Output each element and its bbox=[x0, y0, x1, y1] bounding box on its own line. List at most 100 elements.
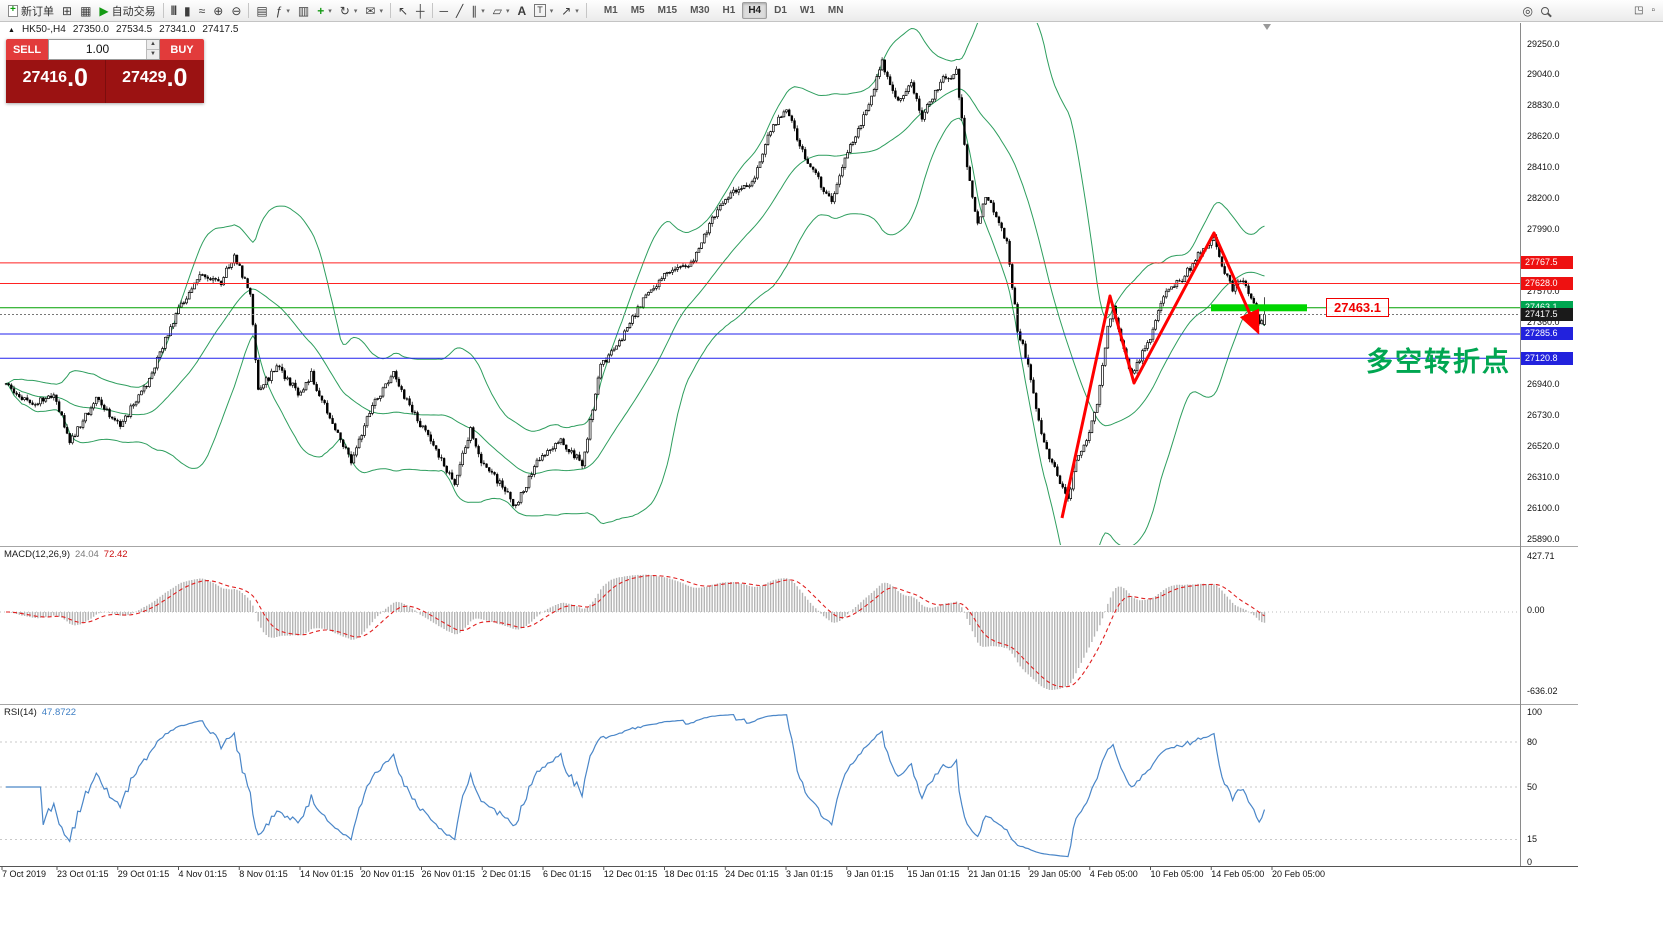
auto-trading-button[interactable]: ▶ 自动交易 bbox=[95, 2, 159, 20]
chart-shift-marker[interactable] bbox=[1263, 24, 1271, 30]
appearance-button[interactable]: ◎ bbox=[1519, 2, 1537, 20]
trendline-tool-button[interactable]: ╱ bbox=[452, 2, 467, 20]
dropdown-caret-icon: ▾ bbox=[506, 7, 510, 15]
sell-price-main: 27416 bbox=[22, 69, 68, 86]
rsi-axis-15: 15 bbox=[1527, 834, 1538, 844]
macd-name: MACD(12,26,9) bbox=[4, 549, 70, 560]
timeframe-m15[interactable]: M15 bbox=[657, 5, 678, 16]
appearance-icon: ◎ bbox=[1522, 3, 1533, 18]
candle-chart-mode-button[interactable]: ▮ bbox=[180, 2, 195, 20]
level-price-callout[interactable]: 27463.1 bbox=[1326, 298, 1389, 317]
price-axis-tick: 27990.0 bbox=[1527, 224, 1560, 235]
indicators-button[interactable]: ƒ ▾ bbox=[272, 2, 294, 20]
price-axis-tick: 26100.0 bbox=[1527, 503, 1560, 514]
shapes-tool-button[interactable]: ▱ ▾ bbox=[489, 2, 514, 20]
channel-icon: ∥ bbox=[471, 3, 478, 18]
chart-window-icon: ⊞ bbox=[62, 3, 73, 18]
hline-tool-button[interactable]: ─ bbox=[436, 2, 453, 20]
rsi-value: 47.8722 bbox=[41, 707, 77, 718]
rsi-panel-separator[interactable] bbox=[0, 704, 1578, 705]
cursor-tool-button[interactable]: ↖ bbox=[394, 2, 412, 20]
timeframe-h4[interactable]: H4 bbox=[742, 2, 768, 19]
crosshair-tool-button[interactable]: ┼ bbox=[412, 2, 429, 20]
time-axis-label: 26 Nov 01:15 bbox=[421, 869, 476, 879]
search-button[interactable] bbox=[1537, 2, 1556, 20]
line-chart-mode-button[interactable]: ≈ bbox=[195, 2, 210, 20]
timeframe-m1[interactable]: M1 bbox=[603, 5, 618, 16]
profiles-button[interactable]: ▦ bbox=[76, 2, 95, 20]
time-axis-label: 20 Nov 01:15 bbox=[360, 869, 415, 879]
volume-down-icon[interactable]: ▼ bbox=[147, 50, 159, 59]
time-axis-label: 10 Feb 05:00 bbox=[1150, 869, 1204, 879]
dropdown-caret-icon: ▾ bbox=[575, 7, 579, 15]
rsi-name: RSI(14) bbox=[4, 707, 37, 718]
window-restore-icon: ◳ bbox=[1634, 4, 1644, 16]
macd-axis-min: -636.02 bbox=[1527, 686, 1558, 696]
refresh-button[interactable]: ↻ ▾ bbox=[336, 2, 362, 20]
arrows-tool-button[interactable]: ↗ ▾ bbox=[557, 2, 583, 20]
timeframe-m30[interactable]: M30 bbox=[690, 5, 710, 16]
zoom-in-button[interactable]: ⊕ bbox=[209, 2, 227, 20]
price-axis-tick: 25890.0 bbox=[1527, 534, 1560, 545]
sell-button[interactable]: SELL bbox=[6, 39, 48, 60]
toolbar-separator bbox=[162, 3, 164, 18]
indicators-icon: ƒ bbox=[275, 3, 283, 18]
time-axis-label: 14 Feb 05:00 bbox=[1211, 869, 1265, 879]
price-chart-layer bbox=[0, 23, 1520, 545]
arrange-windows-icon: ▥ bbox=[297, 3, 310, 18]
window-minimize-button[interactable]: ▫ bbox=[1647, 2, 1659, 20]
turning-point-annotation: 多空转折点 bbox=[1366, 347, 1511, 377]
channel-tool-button[interactable]: ∥ ▾ bbox=[467, 2, 489, 20]
price-axis-tick: 26730.0 bbox=[1527, 410, 1560, 421]
timeframe-h1[interactable]: H1 bbox=[722, 5, 736, 16]
volume-up-icon[interactable]: ▲ bbox=[147, 40, 159, 50]
macd-main-value: 24.04 bbox=[75, 549, 99, 560]
timeframe-m5[interactable]: M5 bbox=[630, 5, 645, 16]
timeframe-d1[interactable]: D1 bbox=[774, 5, 787, 16]
new-order-label: 新订单 bbox=[21, 5, 54, 18]
one-click-collapse-toggle[interactable]: ▲ bbox=[8, 27, 15, 34]
time-axis-label: 8 Nov 01:15 bbox=[239, 869, 288, 879]
price-axis-tick: 26520.0 bbox=[1527, 441, 1560, 452]
volume-input[interactable]: 1.00 bbox=[85, 42, 110, 56]
price-axis-tick: 28830.0 bbox=[1527, 100, 1560, 111]
arrange-windows-button[interactable]: ▥ bbox=[294, 2, 313, 20]
rsi-label: RSI(14) 47.8722 bbox=[4, 707, 76, 718]
time-axis-label: 15 Jan 01:15 bbox=[907, 869, 960, 879]
text-tool-button[interactable]: A bbox=[514, 2, 531, 20]
timeframe-mn[interactable]: MN bbox=[827, 5, 844, 16]
sell-price[interactable]: 27416.0 bbox=[6, 60, 106, 103]
trend-zigzag-arrow[interactable] bbox=[1060, 231, 1260, 519]
time-axis-label: 12 Dec 01:15 bbox=[603, 869, 658, 879]
zoom-out-button[interactable]: ⊖ bbox=[227, 2, 245, 20]
mail-button[interactable]: ✉ ▾ bbox=[361, 2, 387, 20]
buy-price[interactable]: 27429.0 bbox=[106, 60, 205, 103]
tile-windows-button[interactable]: ▤ bbox=[252, 2, 271, 20]
one-click-trading-panel: SELL 1.00 ▲ ▼ BUY 27416.0 27429.0 bbox=[6, 39, 204, 103]
timeframe-bar: M1 M5 M15 M30 H1 H4 D1 W1 MN bbox=[598, 2, 850, 19]
price-axis-tick: 28410.0 bbox=[1527, 162, 1560, 173]
buy-button[interactable]: BUY bbox=[160, 39, 204, 60]
time-axis-label: 7 Oct 2019 bbox=[2, 869, 47, 879]
new-order-button[interactable]: 新订单 bbox=[4, 2, 58, 20]
ohlc-open: 27350.0 bbox=[72, 24, 109, 35]
timeframe-w1[interactable]: W1 bbox=[799, 5, 815, 16]
window-restore-button[interactable]: ◳ bbox=[1630, 2, 1647, 20]
charts-window-button[interactable]: ⊞ bbox=[58, 2, 76, 20]
price-tag-27120.8: 27120.8 bbox=[1521, 351, 1573, 365]
macd-panel-separator[interactable] bbox=[0, 546, 1578, 547]
dropdown-caret-icon: ▾ bbox=[379, 7, 383, 15]
text-label-tool-button[interactable]: T ▾ bbox=[530, 2, 557, 20]
price-tag-27767.5: 27767.5 bbox=[1521, 256, 1573, 270]
price-axis-tick: 27570.0 bbox=[1527, 286, 1560, 297]
rsi-axis-100: 100 bbox=[1527, 706, 1543, 717]
volume-box: 1.00 ▲ ▼ bbox=[48, 39, 160, 60]
price-axis-tick: 28200.0 bbox=[1527, 193, 1560, 204]
volume-spinner: ▲ ▼ bbox=[146, 40, 159, 59]
toolbar-separator bbox=[585, 3, 587, 18]
new-chart-button[interactable]: + ▾ bbox=[313, 2, 336, 20]
time-axis-label: 4 Feb 05:00 bbox=[1089, 869, 1138, 879]
bar-chart-mode-button[interactable]: ||| bbox=[167, 2, 180, 20]
support-highlight-segment[interactable] bbox=[1211, 304, 1307, 312]
